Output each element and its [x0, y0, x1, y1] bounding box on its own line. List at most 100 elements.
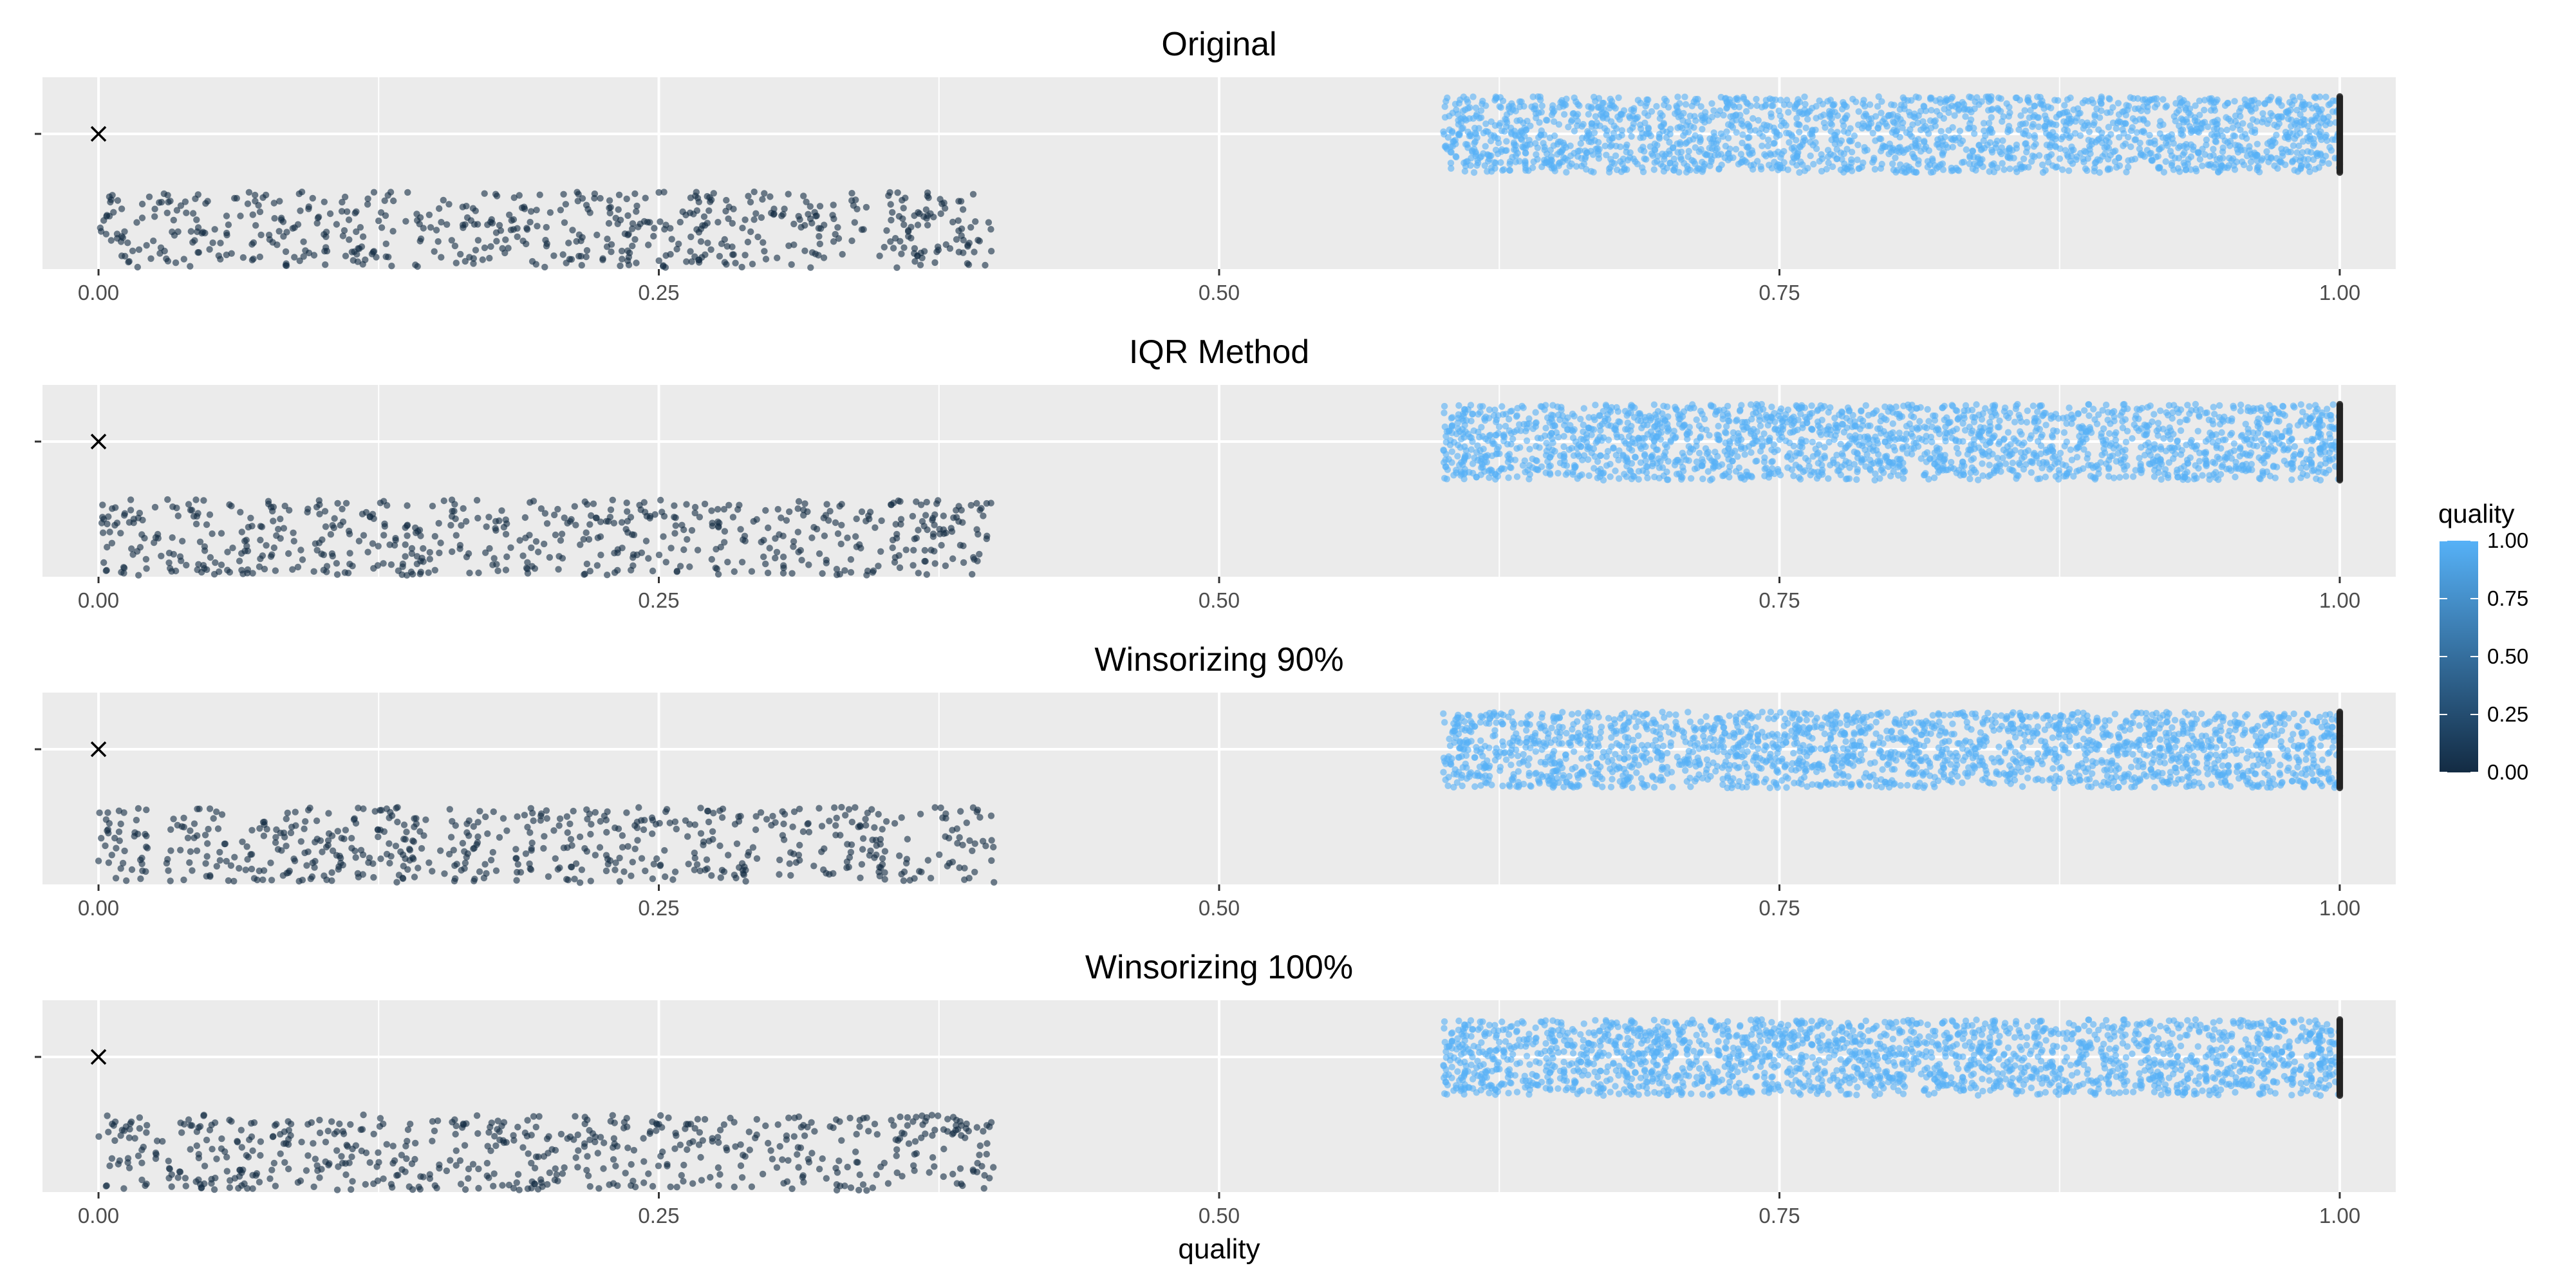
data-point: [686, 209, 694, 216]
data-point: [2107, 420, 2114, 427]
data-point: [1681, 93, 1688, 100]
data-point: [257, 523, 265, 530]
data-point: [1777, 163, 1784, 171]
data-point: [605, 219, 613, 227]
data-point: [1759, 142, 1766, 149]
data-point: [2044, 153, 2051, 161]
data-point: [206, 246, 213, 253]
data-point: [100, 559, 107, 566]
data-point: [2211, 107, 2219, 114]
data-point: [1890, 102, 1898, 109]
data-point: [160, 190, 167, 198]
data-point: [2206, 476, 2213, 483]
data-point: [1758, 165, 1765, 173]
data-point: [816, 203, 824, 210]
data-point: [2064, 471, 2071, 478]
data-point: [2176, 95, 2183, 102]
data-point: [2153, 427, 2160, 434]
data-point: [2187, 111, 2194, 118]
data-point: [744, 238, 752, 246]
data-point: [99, 501, 106, 509]
data-point: [1802, 467, 1809, 474]
data-point: [1479, 100, 1486, 107]
data-point: [2328, 416, 2335, 423]
data-point: [2183, 442, 2190, 449]
data-point: [758, 214, 765, 221]
data-point: [694, 546, 702, 554]
data-point: [781, 205, 788, 212]
data-point: [2016, 97, 2024, 104]
data-point: [2107, 453, 2114, 460]
data-point: [2329, 108, 2337, 115]
data-point: [569, 227, 576, 234]
data-point: [362, 256, 369, 263]
data-point: [785, 242, 792, 249]
data-point: [323, 247, 331, 255]
data-point: [2075, 411, 2082, 418]
data-point: [2108, 409, 2116, 416]
data-point: [177, 202, 185, 209]
data-point: [1609, 159, 1616, 166]
data-point: [1578, 162, 1585, 170]
data-point: [106, 212, 113, 219]
data-point: [1457, 444, 1464, 451]
data-point: [614, 566, 621, 574]
data-point: [2273, 417, 2281, 425]
data-point: [1818, 167, 1825, 175]
data-point: [2304, 156, 2312, 163]
data-point: [2116, 134, 2123, 141]
data-point: [151, 503, 159, 511]
data-point: [472, 247, 480, 254]
data-point: [492, 191, 499, 198]
data-point: [201, 547, 209, 554]
data-point: [1472, 104, 1480, 111]
data-point: [1833, 422, 1840, 429]
data-point: [1677, 458, 1684, 466]
data-point: [1707, 402, 1715, 409]
data-point: [1915, 142, 1922, 149]
data-point: [901, 244, 908, 251]
data-point: [1544, 458, 1551, 465]
data-point: [696, 514, 704, 521]
data-point: [853, 543, 861, 550]
data-point: [888, 216, 895, 224]
data-point: [275, 525, 282, 533]
data-point: [2049, 433, 2057, 441]
data-point: [2163, 134, 2170, 142]
data-point: [668, 236, 675, 243]
data-point: [194, 249, 201, 256]
data-point: [118, 205, 126, 212]
data-point: [290, 537, 297, 545]
data-point: [1827, 404, 1834, 411]
data-point: [1757, 447, 1764, 455]
data-point: [2310, 142, 2317, 149]
data-point: [1541, 406, 1548, 413]
data-point: [915, 570, 922, 577]
data-point: [1660, 167, 1668, 175]
data-point: [1642, 102, 1649, 110]
data-point: [909, 512, 917, 520]
data-point: [1858, 163, 1865, 171]
data-point: [959, 206, 967, 213]
data-point: [2311, 117, 2319, 124]
data-point: [1731, 103, 1738, 111]
data-point: [2086, 424, 2093, 431]
data-point: [1804, 109, 1811, 116]
data-point: [2219, 154, 2226, 162]
data-point: [2170, 166, 2177, 173]
data-point: [402, 553, 409, 560]
data-point: [883, 227, 890, 234]
data-point: [863, 572, 870, 579]
data-point: [1813, 475, 1821, 482]
data-point: [1497, 465, 1505, 473]
data-point: [2157, 407, 2164, 415]
data-point: [534, 223, 541, 230]
data-point: [1992, 411, 2000, 419]
data-point: [2214, 130, 2221, 138]
data-point: [568, 256, 575, 263]
data-point: [940, 530, 947, 537]
data-point: [2254, 429, 2262, 436]
data-point: [451, 501, 458, 508]
data-point: [975, 236, 982, 244]
data-point: [1674, 93, 1681, 100]
